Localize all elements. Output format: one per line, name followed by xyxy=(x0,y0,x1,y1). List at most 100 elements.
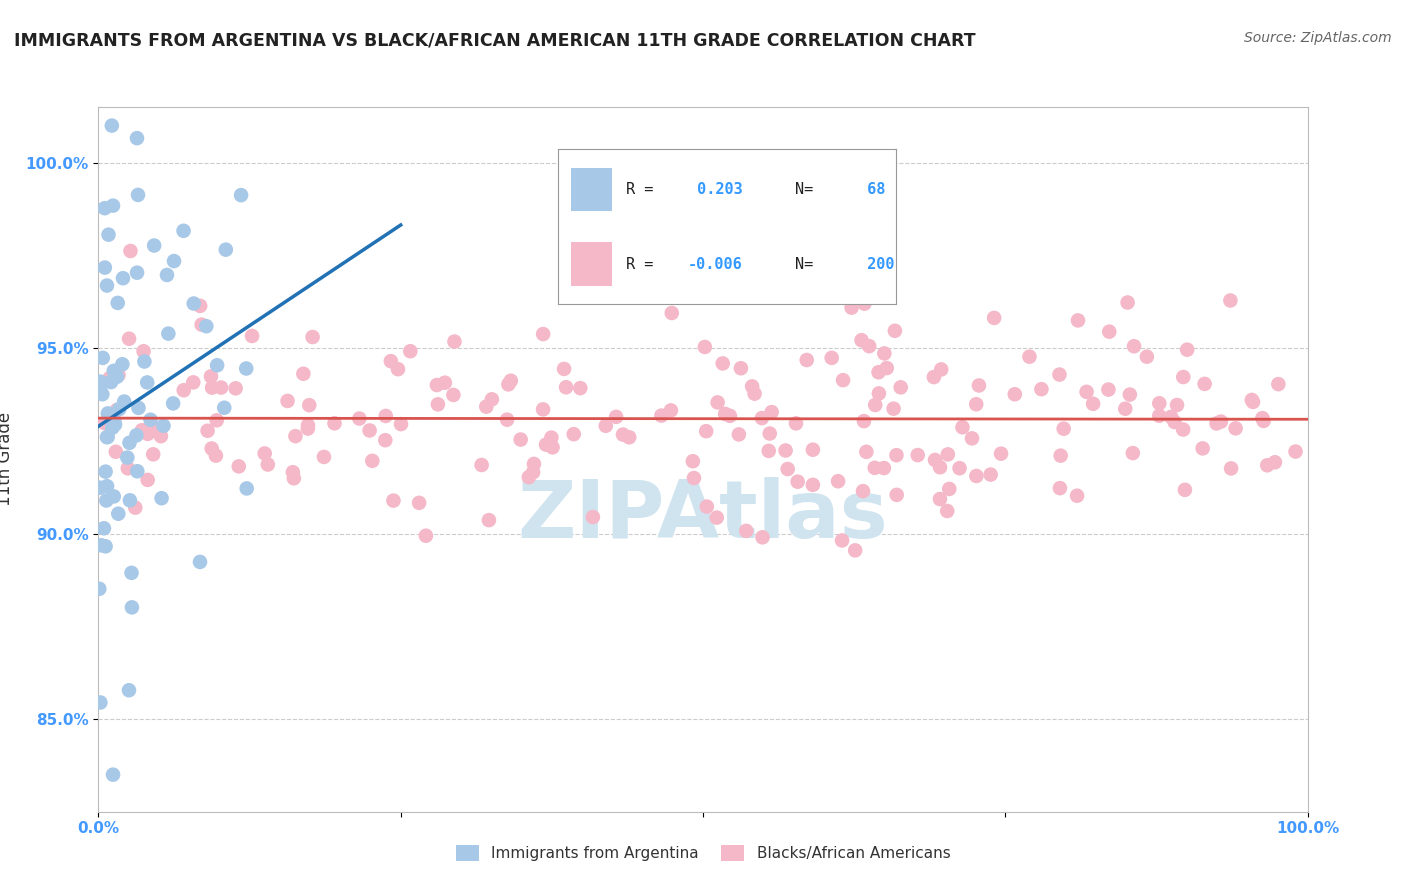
Immigrants from Argentina xyxy=(118,683,141,698)
Immigrants from Argentina xyxy=(235,482,257,496)
Blacks/African Americans xyxy=(143,421,166,435)
Blacks/African Americans xyxy=(426,397,449,411)
Blacks/African Americans xyxy=(980,467,1002,482)
Blacks/African Americans xyxy=(387,362,409,376)
Blacks/African Americans xyxy=(1114,401,1136,416)
Immigrants from Argentina xyxy=(139,413,162,427)
Blacks/African Americans xyxy=(695,424,717,438)
Blacks/African Americans xyxy=(205,413,228,427)
Immigrants from Argentina xyxy=(205,358,228,372)
Blacks/African Americans xyxy=(852,484,875,499)
Blacks/African Americans xyxy=(711,356,734,370)
Blacks/African Americans xyxy=(1194,376,1216,391)
Immigrants from Argentina xyxy=(127,188,149,202)
Immigrants from Argentina xyxy=(143,238,166,252)
Blacks/African Americans xyxy=(197,424,219,438)
Blacks/African Americans xyxy=(851,333,873,347)
Blacks/African Americans xyxy=(890,380,912,394)
Blacks/African Americans xyxy=(1119,387,1142,401)
Blacks/African Americans xyxy=(741,379,763,393)
Blacks/African Americans xyxy=(730,361,752,376)
Blacks/African Americans xyxy=(124,500,146,515)
Immigrants from Argentina xyxy=(96,493,118,508)
Blacks/African Americans xyxy=(1191,442,1213,456)
Blacks/African Americans xyxy=(1166,398,1188,412)
Y-axis label: 11th Grade: 11th Grade xyxy=(0,412,14,507)
Blacks/African Americans xyxy=(374,409,396,423)
Blacks/African Americans xyxy=(553,362,575,376)
Blacks/African Americans xyxy=(522,465,544,479)
Blacks/African Americans xyxy=(886,448,908,462)
Immigrants from Argentina xyxy=(101,767,124,781)
Blacks/African Americans xyxy=(841,301,863,315)
Immigrants from Argentina xyxy=(94,465,117,479)
Blacks/African Americans xyxy=(1253,414,1275,428)
Immigrants from Argentina xyxy=(93,521,115,535)
Immigrants from Argentina xyxy=(90,378,112,392)
Immigrants from Argentina xyxy=(108,402,131,417)
Blacks/African Americans xyxy=(498,377,520,392)
Blacks/African Americans xyxy=(131,423,153,437)
Text: Source: ZipAtlas.com: Source: ZipAtlas.com xyxy=(1244,31,1392,45)
Blacks/African Americans xyxy=(785,417,807,431)
Blacks/African Americans xyxy=(714,407,737,421)
Immigrants from Argentina xyxy=(136,376,159,390)
Immigrants from Argentina xyxy=(103,490,125,504)
Blacks/African Americans xyxy=(181,376,204,390)
Immigrants from Argentina xyxy=(101,421,124,435)
Blacks/African Americans xyxy=(569,381,592,395)
Blacks/African Americans xyxy=(858,339,880,353)
Blacks/African Americans xyxy=(775,443,797,458)
Immigrants from Argentina xyxy=(96,430,118,444)
Blacks/African Americans xyxy=(415,529,437,543)
Blacks/African Americans xyxy=(228,459,250,474)
Blacks/African Americans xyxy=(758,443,780,458)
Blacks/African Americans xyxy=(821,351,844,365)
Blacks/African Americans xyxy=(283,471,305,485)
Blacks/African Americans xyxy=(475,400,498,414)
Blacks/African Americans xyxy=(852,414,875,428)
Immigrants from Argentina xyxy=(121,566,143,580)
Blacks/African Americans xyxy=(292,367,315,381)
Blacks/African Americans xyxy=(952,420,974,434)
Blacks/African Americans xyxy=(965,397,987,411)
Blacks/African Americans xyxy=(1256,458,1278,473)
Blacks/African Americans xyxy=(531,402,554,417)
Immigrants from Argentina xyxy=(195,319,218,334)
Blacks/African Americans xyxy=(693,340,716,354)
Blacks/African Americans xyxy=(786,475,808,489)
Blacks/African Americans xyxy=(382,493,405,508)
Blacks/African Americans xyxy=(1163,415,1185,429)
Blacks/African Americans xyxy=(929,491,952,506)
Immigrants from Argentina xyxy=(117,450,139,465)
Blacks/African Americans xyxy=(104,444,127,458)
Blacks/African Americans xyxy=(1149,409,1171,423)
Blacks/African Americans xyxy=(661,306,683,320)
Blacks/African Americans xyxy=(1240,392,1263,407)
Blacks/African Americans xyxy=(936,447,959,461)
Blacks/African Americans xyxy=(359,424,381,438)
Blacks/African Americans xyxy=(555,380,578,394)
Immigrants from Argentina xyxy=(127,401,149,415)
Blacks/African Americans xyxy=(540,431,562,445)
Blacks/African Americans xyxy=(735,524,758,538)
Immigrants from Argentina xyxy=(97,430,120,444)
Blacks/African Americans xyxy=(936,504,959,518)
Blacks/African Americans xyxy=(758,426,780,441)
Text: ZIPAtlas: ZIPAtlas xyxy=(517,476,889,555)
Blacks/African Americans xyxy=(534,437,557,451)
Blacks/African Americans xyxy=(312,450,335,464)
Blacks/African Americans xyxy=(496,412,519,426)
Blacks/African Americans xyxy=(374,433,396,447)
Blacks/African Americans xyxy=(471,458,494,472)
Blacks/African Americans xyxy=(801,442,824,457)
Blacks/African Americans xyxy=(922,370,945,384)
Immigrants from Argentina xyxy=(229,188,252,202)
Blacks/African Americans xyxy=(718,409,741,423)
Blacks/African Americans xyxy=(1136,350,1159,364)
Blacks/African Americans xyxy=(965,469,987,483)
Blacks/African Americans xyxy=(751,411,773,425)
Text: IMMIGRANTS FROM ARGENTINA VS BLACK/AFRICAN AMERICAN 11TH GRADE CORRELATION CHART: IMMIGRANTS FROM ARGENTINA VS BLACK/AFRIC… xyxy=(14,31,976,49)
Immigrants from Argentina xyxy=(173,224,195,238)
Blacks/African Americans xyxy=(281,465,304,479)
